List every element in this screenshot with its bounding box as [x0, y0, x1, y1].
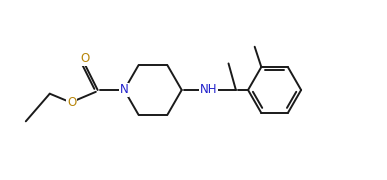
Text: O: O [67, 96, 77, 109]
Text: N: N [120, 84, 128, 96]
Text: NH: NH [199, 84, 217, 96]
Text: O: O [80, 52, 89, 65]
